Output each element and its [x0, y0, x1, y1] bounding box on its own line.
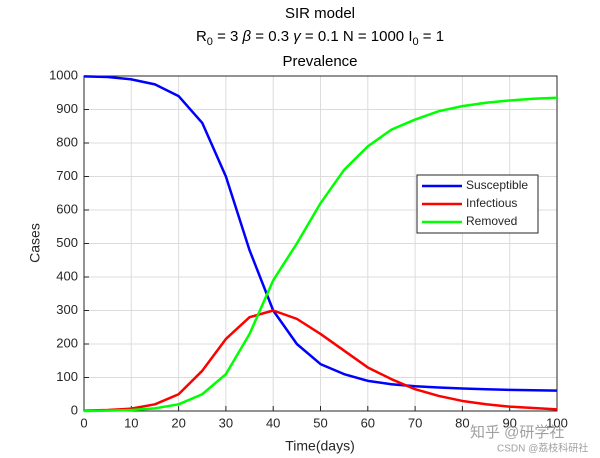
x-tick-label: 40 [266, 415, 280, 430]
line-series [83, 309, 558, 412]
x-tick-label: 0 [80, 415, 87, 430]
watermark: CSDN @荔枝科研社 [497, 442, 588, 455]
x-tick-label: 100 [546, 415, 568, 430]
x-tick-label: 20 [171, 415, 185, 430]
x-tick-label: 70 [408, 415, 422, 430]
line-series [83, 75, 558, 392]
y-axis-label: Cases [27, 223, 43, 263]
x-tick-label: 60 [361, 415, 375, 430]
line-series [83, 96, 558, 413]
x-tick-label: 80 [455, 415, 469, 430]
axes-box [83, 75, 558, 412]
y-tick-label: 600 [56, 201, 78, 216]
y-tick-label: 0 [71, 402, 78, 417]
legend-label: Removed [466, 214, 517, 228]
y-tick-label: 400 [56, 268, 78, 283]
x-axis-label: Time(days) [285, 438, 355, 454]
x-tick-label: 10 [124, 415, 138, 430]
y-tick-label: 1000 [49, 67, 78, 82]
x-tick-label: 90 [502, 415, 516, 430]
y-tick-label: 100 [56, 369, 78, 384]
y-tick-label: 700 [56, 168, 78, 183]
y-tick-label: 900 [56, 101, 78, 116]
x-tick-label: 30 [219, 415, 233, 430]
x-tick-label: 50 [313, 415, 327, 430]
y-tick-label: 500 [56, 235, 78, 250]
plot-title: Prevalence [282, 53, 357, 70]
legend-label: Infectious [466, 196, 517, 210]
y-tick-label: 800 [56, 134, 78, 149]
y-tick-label: 200 [56, 335, 78, 350]
chart-subtitle: R0​ = 3 β = 0.3 γ = 0.1 N = 1000 I0​ = 1 [196, 28, 444, 48]
watermark: 知乎 @研学社 [470, 424, 564, 441]
chart-title: SIR model [285, 5, 355, 22]
legend-label: Susceptible [466, 178, 528, 192]
y-tick-label: 300 [56, 302, 78, 317]
